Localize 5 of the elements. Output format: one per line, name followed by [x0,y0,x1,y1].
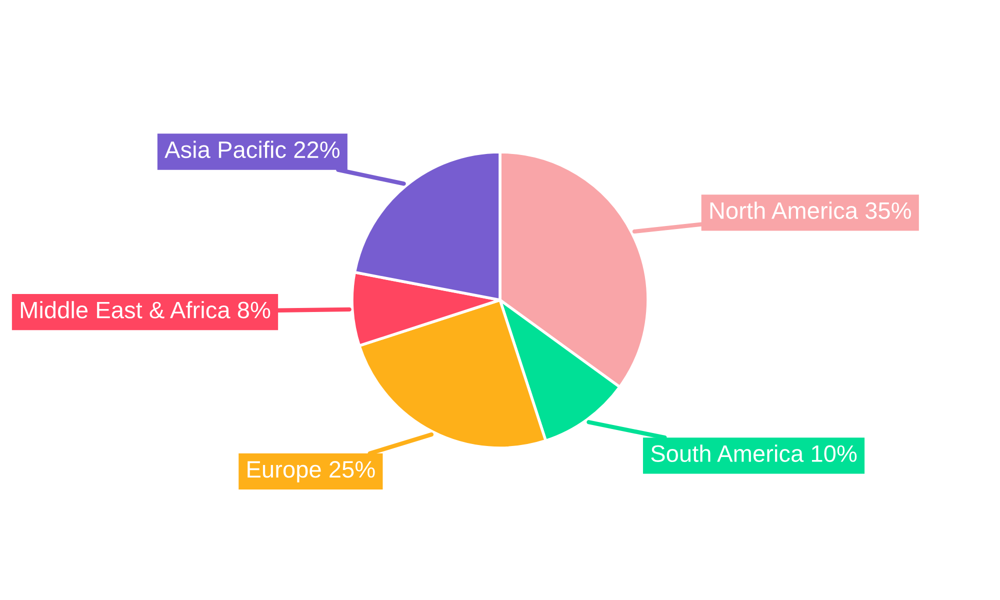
slice-label: North America 35% [710,202,911,219]
slice-label: Europe 25% [248,461,375,482]
slice-label: Asia Pacific 22% [164,140,340,158]
slice-label: Middle East & Africa 8% [20,301,270,318]
slice-label: South America 10% [651,444,857,462]
